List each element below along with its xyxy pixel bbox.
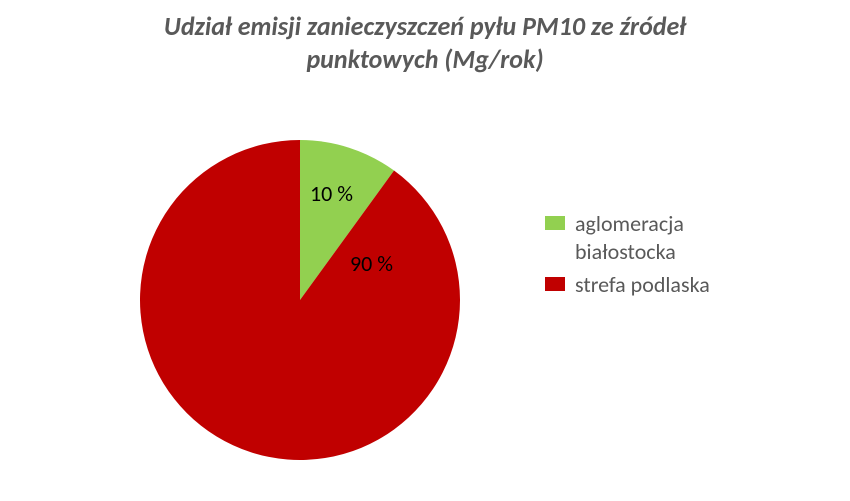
- pie-chart: [140, 140, 460, 460]
- legend-label-1: strefa podlaska: [575, 271, 710, 299]
- legend-swatch-0: [545, 216, 565, 230]
- chart-title-line1: Udział emisji zanieczyszczeń pyłu PM10 z…: [164, 10, 686, 42]
- chart-title-line2: punktowych (Mg/rok): [306, 43, 543, 75]
- legend-swatch-1: [545, 277, 565, 291]
- chart-title: Udział emisji zanieczyszczeń pyłu PM10 z…: [0, 10, 850, 75]
- slice-label-1: 90 %: [350, 250, 393, 277]
- pie-chart-container: Udział emisji zanieczyszczeń pyłu PM10 z…: [0, 0, 850, 501]
- legend-label-0: aglomeracja białostocka: [575, 210, 684, 265]
- legend-entry-0: aglomeracja białostocka: [545, 210, 710, 265]
- legend-entry-1: strefa podlaska: [545, 271, 710, 299]
- slice-label-0: 10 %: [310, 180, 353, 207]
- chart-legend: aglomeracja białostocka strefa podlaska: [545, 210, 710, 305]
